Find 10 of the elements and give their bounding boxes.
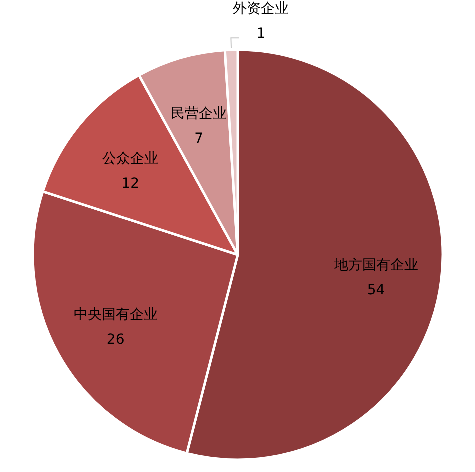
slice-label: 中央国有企业: [74, 307, 158, 324]
data-label: 12: [122, 176, 140, 192]
data-label: 1: [256, 26, 266, 42]
data-label: 7: [194, 131, 204, 148]
slice-label: 外资企业: [233, 1, 290, 18]
data-label: 54: [367, 282, 386, 298]
data-label: 26: [106, 332, 125, 348]
slice-label: 民营企业: [171, 106, 228, 122]
slice-label: 公众企业: [102, 151, 159, 168]
slice-label: 地方国有企业: [333, 257, 418, 274]
